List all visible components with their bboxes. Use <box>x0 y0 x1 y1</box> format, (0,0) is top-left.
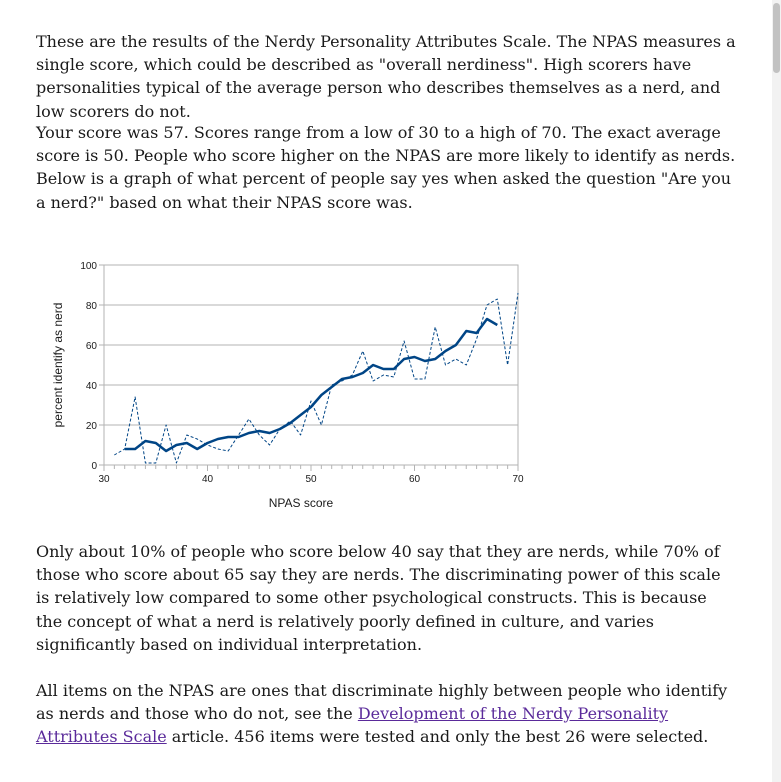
chart-frame <box>103 264 519 466</box>
scrollbar-thumb[interactable] <box>773 3 780 73</box>
series-line-dashed-thin <box>114 292 519 464</box>
tick-label-x-40: 40 <box>202 474 214 485</box>
items-text-before: All items on the NPAS are ones that disc… <box>36 681 728 724</box>
interpretation-paragraph: Only about 10% of people who score below… <box>36 542 721 654</box>
y-axis-label: percent identify as nerd <box>51 303 65 428</box>
tick-label-x-60: 60 <box>409 474 421 485</box>
score-paragraph: Your score was 57. Scores range from a l… <box>36 123 736 212</box>
nerd-percent-chart: 0 20 40 60 80 100 30 40 50 60 70 percent identify… <box>51 261 524 510</box>
tick-label-y-80: 80 <box>86 301 98 312</box>
tick-label-y-40: 40 <box>86 381 98 392</box>
tick-label-x-50: 50 <box>305 474 317 485</box>
items-text-after: article. 456 items were tested and only … <box>166 727 709 747</box>
items-paragraph: All items on the NPAS are ones that disc… <box>36 679 736 749</box>
development-article-link[interactable]: Development of the Nerdy Personality Att… <box>36 704 669 747</box>
tick-label-x-70: 70 <box>512 474 524 485</box>
vertical-scrollbar[interactable] <box>772 0 781 782</box>
series-line-solid-thick <box>124 317 498 453</box>
tick-label-y-60: 60 <box>86 341 98 352</box>
tick-label-x-30: 30 <box>98 474 110 485</box>
tick-label-y-20: 20 <box>86 421 98 432</box>
intro-paragraph: These are the results of the Nerdy Perso… <box>36 32 736 121</box>
tick-label-y-100: 100 <box>80 261 97 272</box>
tick-label-y-0: 0 <box>91 461 97 472</box>
x-axis-label: NPAS score <box>269 496 334 510</box>
